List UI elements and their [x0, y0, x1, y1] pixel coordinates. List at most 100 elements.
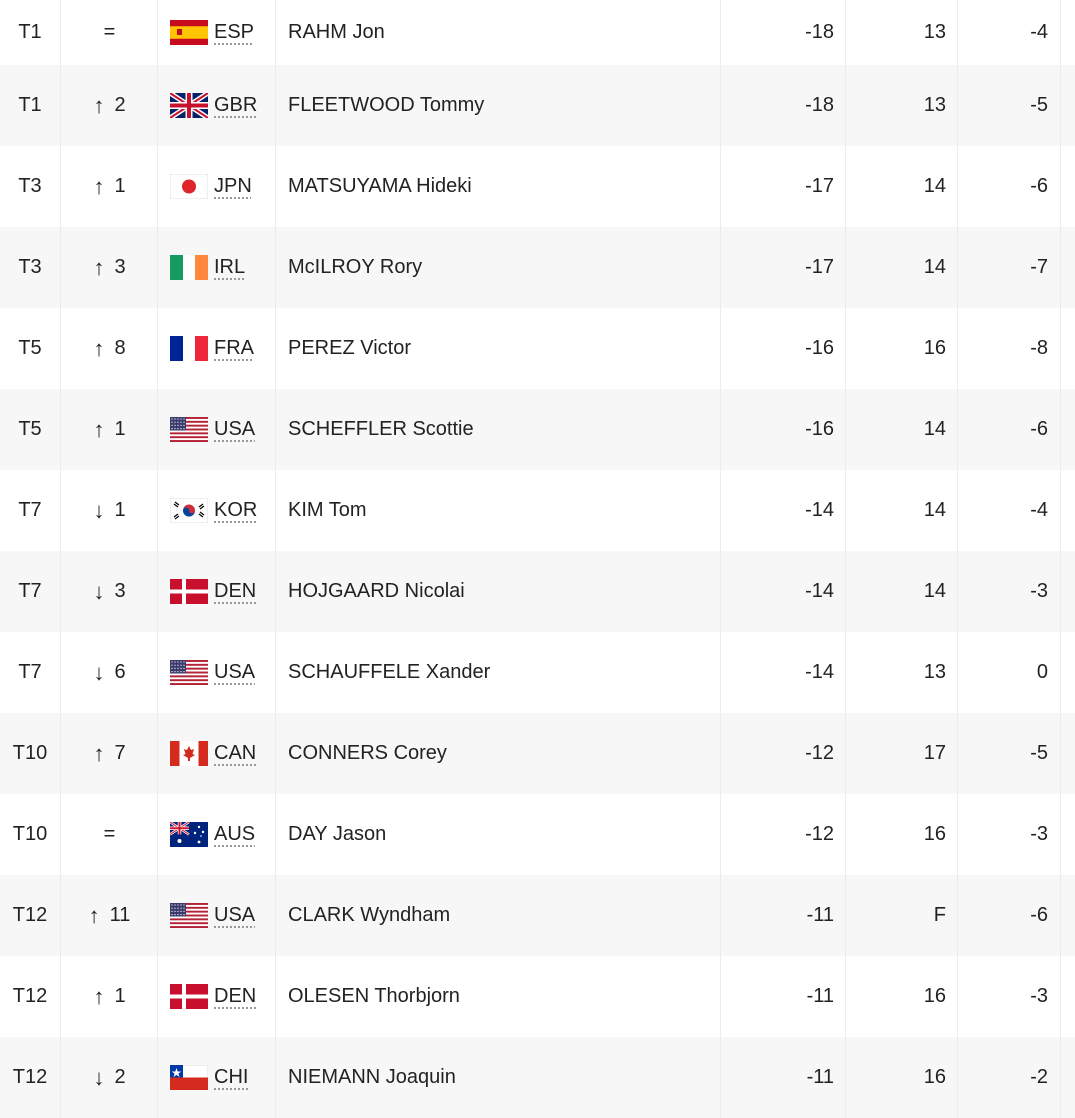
column-divider [720, 65, 721, 146]
total-score: -12 [805, 742, 834, 764]
position: T12 [12, 1066, 48, 1088]
country: USA [170, 389, 275, 470]
player-name[interactable]: DAY Jason [288, 823, 387, 845]
country-code[interactable]: DEN [214, 985, 257, 1007]
country: IRL [170, 227, 275, 308]
leaderboard-row[interactable]: T10 = AUS DAY Jason -12 16 -3 [0, 794, 1075, 875]
movement: ↑ 1 [62, 389, 157, 470]
column-divider [60, 146, 61, 227]
leaderboard-row[interactable]: T1 ↑ 2 GBR FLEETWOOD Tommy -18 13 -5 [0, 65, 1075, 146]
movement: ↑ 11 [62, 875, 157, 956]
column-divider [1060, 146, 1061, 227]
column-divider [60, 713, 61, 794]
country-code[interactable]: USA [214, 418, 256, 440]
column-divider [845, 794, 846, 875]
esp-flag-icon [170, 20, 208, 45]
player-name[interactable]: SCHAUFFELE Xander [288, 661, 491, 683]
leaderboard-row[interactable]: T12 ↑ 11 USA CLARK Wyndham -11 F -6 [0, 875, 1075, 956]
column-divider [720, 0, 721, 65]
column-divider [157, 389, 158, 470]
leaderboard-row[interactable]: T12 ↓ 2 CHI NIEMANN Joaquin -11 16 -2 [0, 1037, 1075, 1118]
column-divider [157, 0, 158, 65]
today-score: -6 [1030, 418, 1048, 440]
country-code[interactable]: AUS [214, 823, 256, 845]
country-code[interactable]: GBR [214, 94, 258, 116]
column-divider [845, 551, 846, 632]
column-divider [957, 956, 958, 1037]
movement: ↓ 2 [62, 1037, 157, 1118]
column-divider [845, 875, 846, 956]
country: DEN [170, 551, 275, 632]
player-name[interactable]: PEREZ Victor [288, 337, 411, 359]
leaderboard-row[interactable]: T7 ↓ 1 KOR KIM Tom -14 14 -4 [0, 470, 1075, 551]
player-name[interactable]: HOJGAARD Nicolai [288, 580, 465, 602]
player-name[interactable]: CONNERS Corey [288, 742, 447, 764]
player-name[interactable]: CLARK Wyndham [288, 904, 451, 926]
column-divider [1060, 956, 1061, 1037]
player-name[interactable]: SCHEFFLER Scottie [288, 418, 474, 440]
leaderboard-row[interactable]: T3 ↑ 1 JPN MATSUYAMA Hideki -17 14 -6 [0, 146, 1075, 227]
thru-holes: 16 [923, 337, 946, 359]
today-score: -8 [1030, 337, 1048, 359]
column-divider [845, 956, 846, 1037]
total-score: -11 [806, 985, 834, 1007]
country: ESP [170, 0, 275, 65]
column-divider [275, 389, 276, 470]
player-name[interactable]: McILROY Rory [288, 256, 423, 278]
player-name[interactable]: OLESEN Thorbjorn [288, 985, 460, 1007]
country-code[interactable]: CAN [214, 742, 257, 764]
leaderboard-row[interactable]: T5 ↑ 8 FRA PEREZ Victor -16 16 -8 [0, 308, 1075, 389]
column-divider [275, 551, 276, 632]
position-change: 1 [114, 985, 126, 1007]
leaderboard-row[interactable]: T12 ↑ 1 DEN OLESEN Thorbjorn -11 16 -3 [0, 956, 1075, 1037]
leaderboard-row[interactable]: T1 = ESP RAHM Jon -18 13 -4 [0, 0, 1075, 65]
country: CAN [170, 713, 275, 794]
country-code[interactable]: IRL [214, 256, 246, 278]
player-name[interactable]: MATSUYAMA Hideki [288, 175, 472, 197]
column-divider [157, 794, 158, 875]
country-code[interactable]: JPN [214, 175, 252, 197]
column-divider [845, 227, 846, 308]
leaderboard-row[interactable]: T10 ↑ 7 CAN CONNERS Corey -12 17 -5 [0, 713, 1075, 794]
player-name[interactable]: FLEETWOOD Tommy [288, 94, 485, 116]
country-code[interactable]: DEN [214, 580, 257, 602]
country-code[interactable]: USA [214, 661, 256, 683]
column-divider [845, 1037, 846, 1118]
country: JPN [170, 146, 275, 227]
thru-holes: 16 [923, 1066, 946, 1088]
total-score: -17 [805, 256, 834, 278]
leaderboard-row[interactable]: T3 ↑ 3 IRL McILROY Rory -17 14 -7 [0, 227, 1075, 308]
jpn-flag-icon [170, 174, 208, 199]
country-code[interactable]: FRA [214, 337, 254, 359]
total-score: -14 [805, 499, 834, 521]
column-divider [720, 794, 721, 875]
today-score: -6 [1030, 175, 1048, 197]
column-divider [275, 1037, 276, 1118]
player-name[interactable]: KIM Tom [288, 499, 367, 521]
country: USA [170, 875, 275, 956]
country-code[interactable]: KOR [214, 499, 258, 521]
leaderboard-row[interactable]: T7 ↓ 3 DEN HOJGAARD Nicolai -14 14 -3 [0, 551, 1075, 632]
leaderboard-row[interactable]: T7 ↓ 6 USA SCHAUFFELE Xander -14 13 0 [0, 632, 1075, 713]
column-divider [157, 713, 158, 794]
player-name[interactable]: NIEMANN Joaquin [288, 1066, 456, 1088]
thru-holes: 14 [923, 499, 946, 521]
column-divider [720, 632, 721, 713]
country-code[interactable]: CHI [214, 1066, 249, 1088]
column-divider [957, 551, 958, 632]
column-divider [60, 632, 61, 713]
country-code[interactable]: ESP [214, 21, 255, 43]
column-divider [1060, 227, 1061, 308]
arrow-up-icon: ↑ [88, 902, 100, 928]
movement: = [62, 794, 157, 875]
movement: ↓ 6 [62, 632, 157, 713]
country-code[interactable]: USA [214, 904, 256, 926]
column-divider [845, 308, 846, 389]
position-change: 1 [114, 499, 126, 521]
column-divider [275, 956, 276, 1037]
movement: ↓ 3 [62, 551, 157, 632]
position: T10 [12, 742, 48, 764]
player-name[interactable]: RAHM Jon [288, 21, 385, 43]
leaderboard-row[interactable]: T5 ↑ 1 USA SCHEFFLER Scottie -16 14 -6 [0, 389, 1075, 470]
